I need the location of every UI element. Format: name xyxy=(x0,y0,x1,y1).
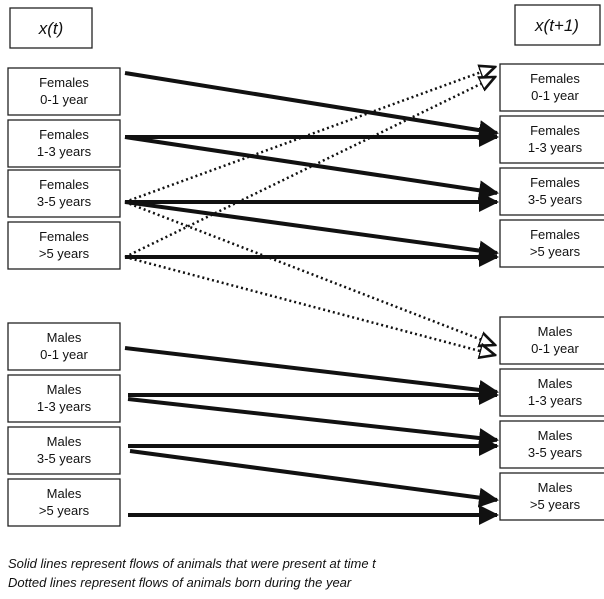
arrow xyxy=(124,71,499,141)
node-label: Males xyxy=(538,428,573,443)
node-label: 0-1 year xyxy=(40,92,88,107)
node-label: 3-5 years xyxy=(37,194,92,209)
node-box xyxy=(7,221,121,270)
node-label: >5 years xyxy=(530,497,581,512)
arrow xyxy=(124,135,499,201)
node-box xyxy=(7,374,121,423)
header-right: x(t+1) xyxy=(534,16,579,35)
arrow xyxy=(127,397,499,448)
node-box xyxy=(7,67,121,116)
header-box xyxy=(514,4,601,46)
node-box xyxy=(499,167,604,216)
arrow xyxy=(129,449,499,508)
node-label: 1-3 years xyxy=(37,399,92,414)
node-box xyxy=(499,63,604,112)
node-label: Females xyxy=(39,75,89,90)
node-label: Females xyxy=(39,177,89,192)
header-left: x(t) xyxy=(38,19,64,38)
dotted-arrow xyxy=(124,200,495,345)
node-box xyxy=(499,115,604,164)
node-label: Males xyxy=(47,486,82,501)
dotted-arrow xyxy=(124,255,495,355)
node-box xyxy=(7,426,121,475)
header-box xyxy=(9,7,93,49)
node-label: Males xyxy=(538,324,573,339)
node-box xyxy=(499,420,604,469)
arrows xyxy=(124,67,499,525)
node-label: Females xyxy=(39,127,89,142)
node-label: 1-3 years xyxy=(528,393,583,408)
node-box xyxy=(7,169,121,218)
node-label: Males xyxy=(538,480,573,495)
node-box xyxy=(7,478,121,527)
node-box xyxy=(7,119,121,168)
node-label: >5 years xyxy=(530,244,581,259)
node-label: 1-3 years xyxy=(37,144,92,159)
node-box xyxy=(499,368,604,417)
node-label: >5 years xyxy=(39,246,90,261)
node-label: Males xyxy=(47,330,82,345)
node-label: Females xyxy=(39,229,89,244)
arrow xyxy=(124,200,499,261)
node-label: Females xyxy=(530,227,580,242)
node-label: 0-1 year xyxy=(531,88,579,103)
node-label: Males xyxy=(47,382,82,397)
node-box xyxy=(499,472,604,521)
node-label: Females xyxy=(530,123,580,138)
node-label: Males xyxy=(538,376,573,391)
node-label: Females xyxy=(530,71,580,86)
node-label: 3-5 years xyxy=(37,451,92,466)
dotted-arrow xyxy=(124,67,495,204)
node-box xyxy=(499,219,604,268)
node-label: 1-3 years xyxy=(528,140,583,155)
node-label: Females xyxy=(530,175,580,190)
legend-dotted: Dotted lines represent flows of animals … xyxy=(8,575,352,590)
node-label: 0-1 year xyxy=(531,341,579,356)
node-label: 3-5 years xyxy=(528,445,583,460)
node-label: >5 years xyxy=(39,503,90,518)
node-label: 0-1 year xyxy=(40,347,88,362)
node-label: Males xyxy=(47,434,82,449)
legend-solid: Solid lines represent flows of animals t… xyxy=(8,556,377,571)
node-box xyxy=(7,322,121,371)
node-label: 3-5 years xyxy=(528,192,583,207)
dotted-arrow xyxy=(124,77,495,259)
arrow xyxy=(124,346,499,400)
node-box xyxy=(499,316,604,365)
